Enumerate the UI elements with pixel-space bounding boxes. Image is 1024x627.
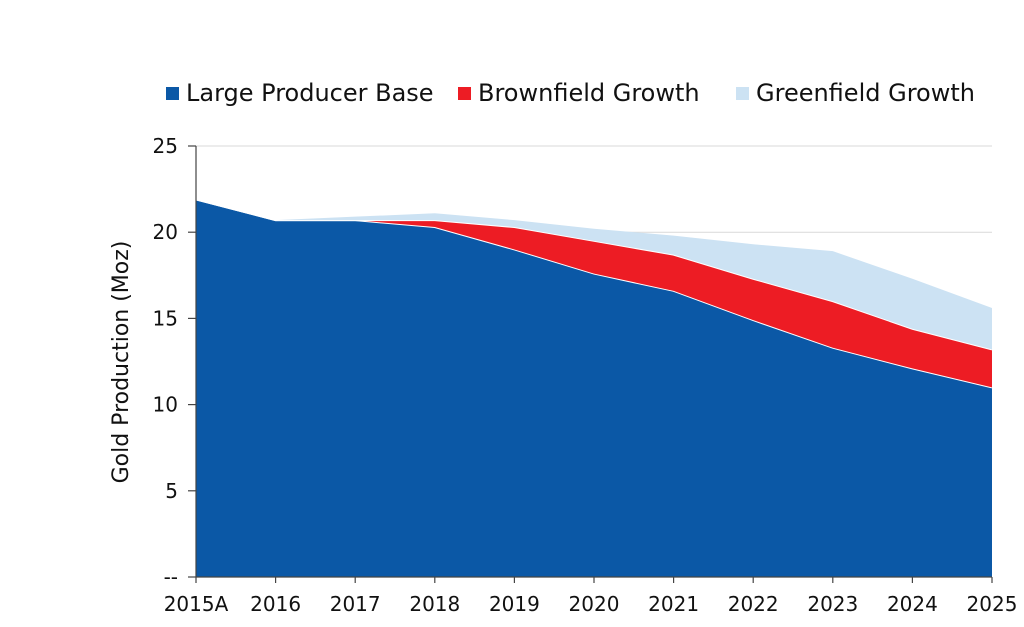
y-tick-label: 15 — [153, 306, 178, 330]
x-tick-label: 2019 — [489, 592, 540, 616]
legend-label-3: Greenfield Growth — [756, 79, 975, 107]
y-tick-label: 5 — [165, 479, 178, 503]
y-tick-label: 25 — [153, 134, 178, 158]
x-tick-label: 2025 — [967, 592, 1018, 616]
x-tick-label: 2016 — [250, 592, 301, 616]
x-tick-label: 2023 — [807, 592, 858, 616]
y-tick-labels: -- 5 10 15 20 25 — [153, 134, 178, 589]
legend: Large Producer Base Brownfield Growth Gree… — [166, 79, 975, 107]
x-tick-label: 2018 — [409, 592, 460, 616]
area-series — [195, 198, 993, 577]
legend-label-2: Brownfield Growth — [478, 79, 700, 107]
x-tick-label: 2017 — [330, 592, 381, 616]
x-tick-label: 2020 — [569, 592, 620, 616]
legend-swatch-1 — [166, 87, 179, 100]
area-large-producer-base — [196, 199, 992, 577]
y-tick-label: -- — [164, 565, 178, 589]
x-tick-label: 2021 — [648, 592, 699, 616]
x-tick-label: 2024 — [887, 592, 938, 616]
x-tick-label: 2015A — [164, 592, 229, 616]
legend-swatch-2 — [458, 87, 471, 100]
x-tick-labels: 2015A 2016 2017 2018 2019 2020 2021 2022 2023 202… — [164, 592, 1018, 616]
area-greenfield-growth — [196, 199, 992, 350]
y-tick-label: 20 — [153, 220, 178, 244]
legend-label-1: Large Producer Base — [186, 79, 434, 107]
legend-swatch-3 — [736, 87, 749, 100]
y-tick-label: 10 — [153, 393, 178, 417]
axes — [188, 145, 993, 583]
y-axis-title: Gold Production (Moz) — [109, 241, 134, 484]
x-tick-label: 2022 — [728, 592, 779, 616]
